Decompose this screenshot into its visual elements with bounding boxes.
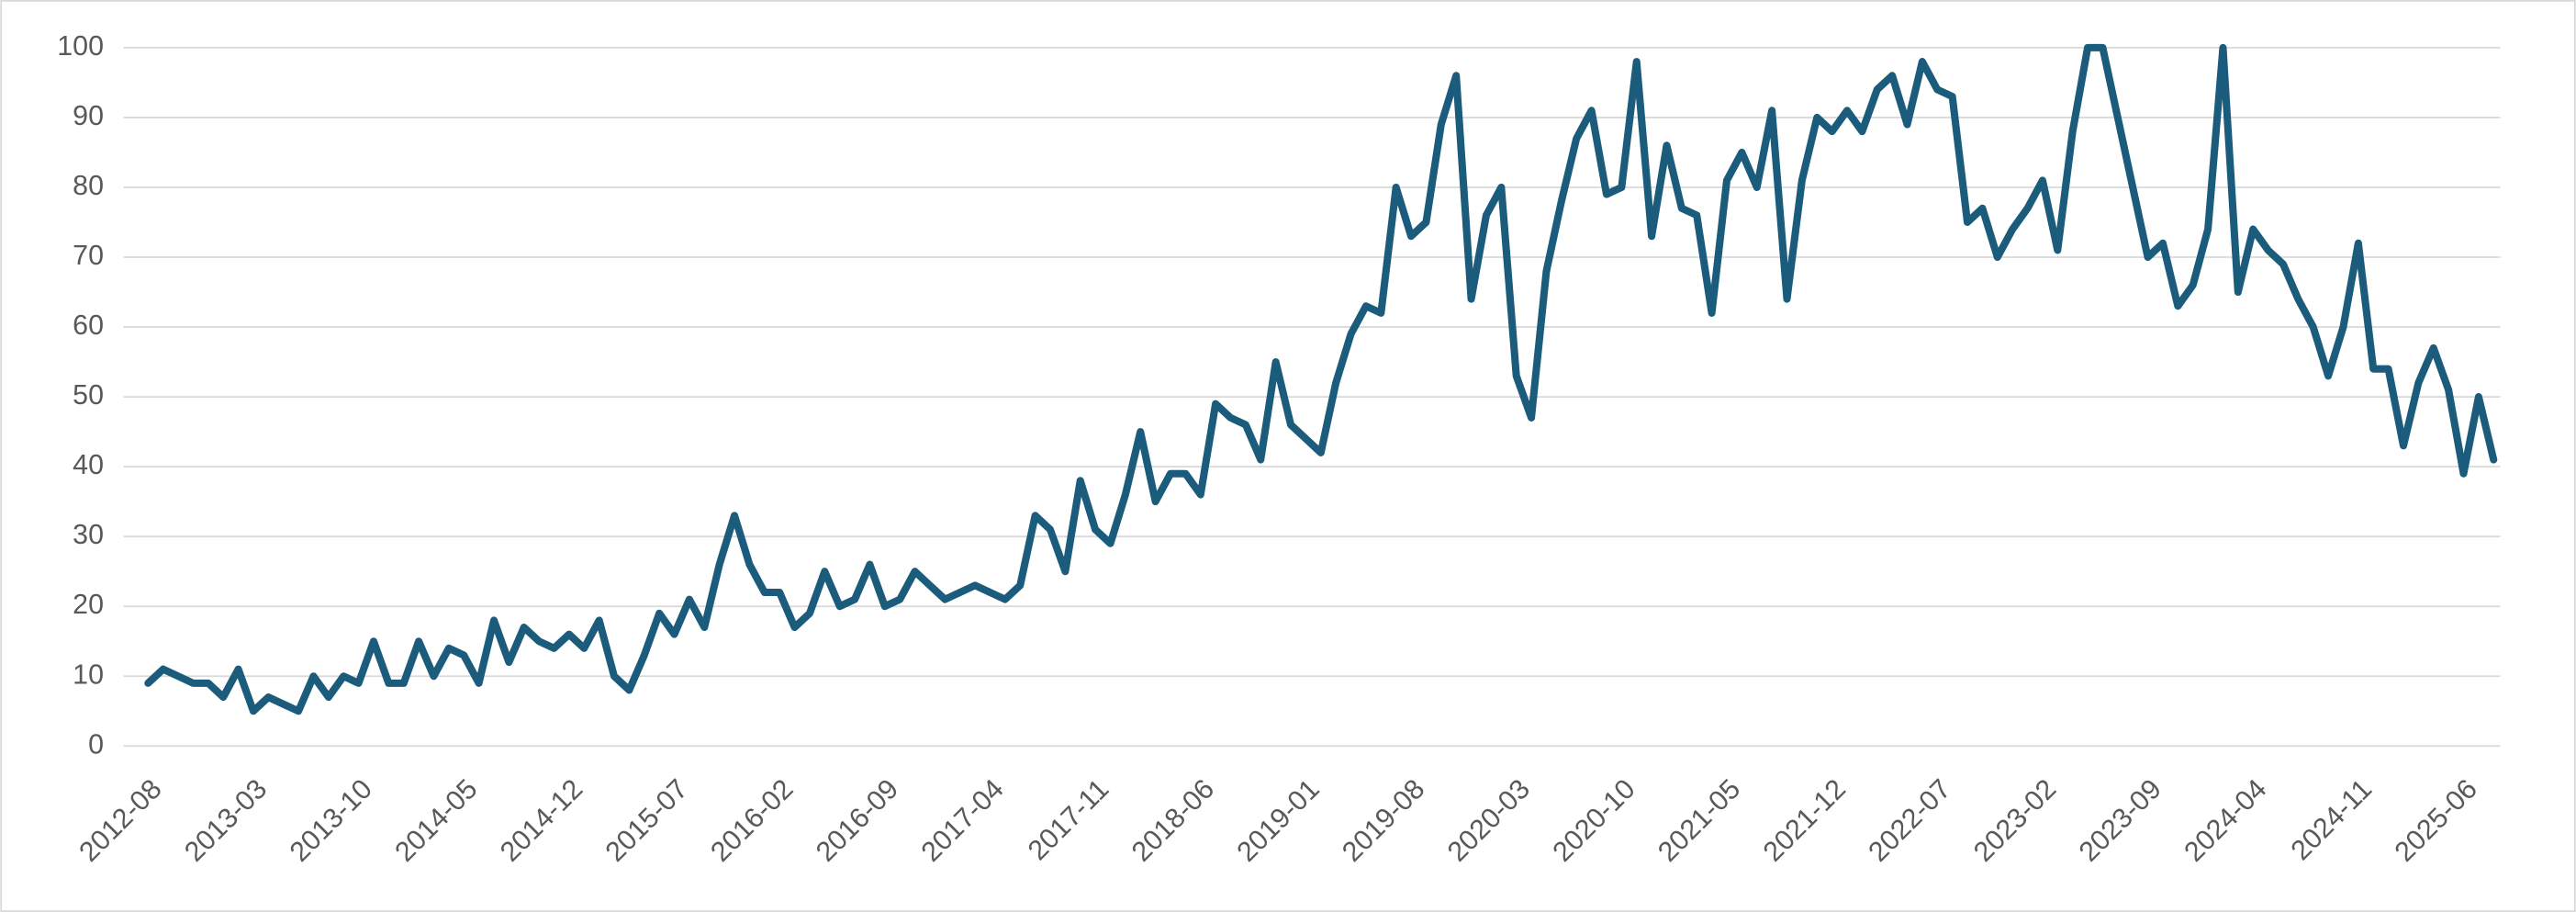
data-line xyxy=(144,43,2498,715)
y-tick-label: 60 xyxy=(73,310,104,341)
y-tick-label: 50 xyxy=(73,379,104,411)
y-tick-label: 10 xyxy=(73,659,104,690)
y-tick-label: 30 xyxy=(73,519,104,550)
y-tick-label: 90 xyxy=(73,100,104,131)
y-tick-label: 0 xyxy=(88,728,104,760)
y-tick-label: 40 xyxy=(73,449,104,480)
y-tick-label: 80 xyxy=(73,170,104,201)
y-tick-label: 20 xyxy=(73,589,104,620)
y-tick-label: 70 xyxy=(73,240,104,271)
y-tick-label: 100 xyxy=(57,30,104,62)
